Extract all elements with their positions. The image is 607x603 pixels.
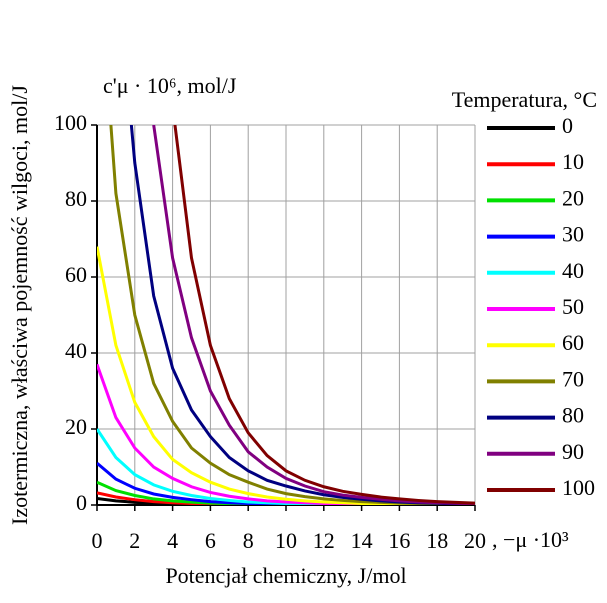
x-tick-label: 16: [388, 528, 410, 553]
y-tick-label: 0: [76, 490, 87, 515]
legend-title: Temperatura, °C: [452, 87, 597, 112]
data-line: [173, 125, 475, 505]
legend-label: 80: [562, 403, 584, 428]
legend-label: 90: [562, 439, 584, 464]
x-tick-label: 10: [275, 528, 297, 553]
legend-label: 70: [562, 366, 584, 391]
x-tick-label: 12: [313, 528, 335, 553]
y-unit-label: c'μ · 10⁶, mol/J: [103, 73, 237, 98]
legend-label: 60: [562, 330, 584, 355]
legend-label: 0: [562, 113, 573, 138]
x-tick-label: 18: [426, 528, 448, 553]
legend-label: 20: [562, 185, 584, 210]
x-unit-label: , −μ ·10³: [492, 527, 569, 552]
legend-label: 10: [562, 149, 584, 174]
x-axis-label: Potencjał chemiczny, J/mol: [165, 563, 406, 588]
x-tick-label: 14: [351, 528, 373, 553]
legend-label: 40: [562, 258, 584, 283]
data-line: [152, 125, 475, 505]
legend-label: 30: [562, 222, 584, 247]
legend-label: 50: [562, 294, 584, 319]
x-tick-label: 8: [243, 528, 254, 553]
y-tick-label: 80: [65, 186, 87, 211]
x-tick-label: 4: [167, 528, 178, 553]
x-tick-label: 20: [464, 528, 486, 553]
y-tick-label: 100: [54, 110, 87, 135]
y-tick-label: 40: [65, 338, 87, 363]
x-tick-label: 0: [92, 528, 103, 553]
plot-area: [97, 125, 475, 505]
x-tick-label: 6: [205, 528, 216, 553]
y-tick-label: 20: [65, 414, 87, 439]
y-tick-label: 60: [65, 262, 87, 287]
x-tick-label: 2: [129, 528, 140, 553]
legend-label: 100: [562, 475, 595, 500]
y-axis-label: Izotermiczna, właściwa pojemność wilgoci…: [7, 85, 32, 525]
